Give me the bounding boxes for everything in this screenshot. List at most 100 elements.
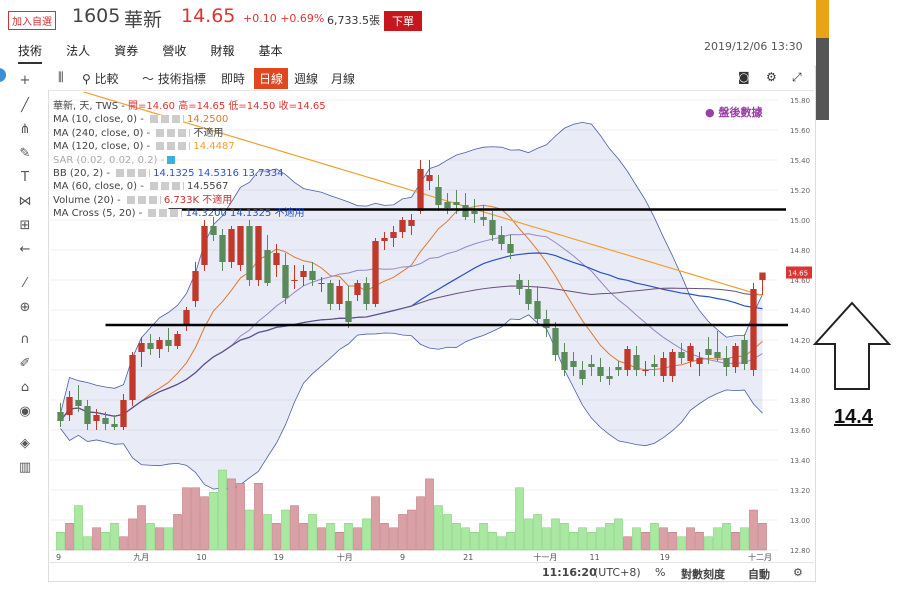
compare-icon: ⚲ — [82, 72, 91, 86]
panel-toggle-icon[interactable] — [0, 68, 6, 82]
y-tick-label: 13.40 — [790, 457, 810, 465]
volume-bar — [299, 523, 308, 551]
tab-institutional[interactable]: 法人 — [66, 44, 91, 58]
legend-controls-icon[interactable] — [126, 195, 161, 204]
trash-icon[interactable]: ▥ — [18, 460, 32, 475]
pattern-icon[interactable]: ⋈ — [18, 194, 32, 209]
x-tick-label: 9 — [400, 553, 405, 562]
quote-datetime: 2019/12/06 13:30 — [704, 40, 803, 53]
candle-body — [264, 250, 271, 283]
add-watchlist-button[interactable]: 加入自選 — [8, 11, 56, 30]
visibility-icon[interactable] — [167, 155, 176, 164]
volume-bar — [560, 523, 569, 551]
tab-bar: 技術 法人 資券 營收 財報 基本 — [18, 40, 302, 64]
volume-bar — [326, 523, 335, 551]
tab-basic[interactable]: 基本 — [258, 44, 283, 58]
legend-controls-icon[interactable] — [149, 182, 184, 191]
volume-bar — [443, 514, 452, 551]
volume-bar — [731, 532, 740, 551]
candle-body — [714, 352, 721, 358]
legend-value: 14.4487 — [193, 141, 235, 153]
tab-margin[interactable]: 資券 — [114, 44, 139, 58]
measure-icon[interactable]: ⊞ — [19, 218, 31, 233]
after-hours-label: ● 盤後數據 — [705, 104, 762, 120]
trendline-icon[interactable]: ╱ — [21, 98, 29, 113]
gear-icon[interactable]: ⚙ — [766, 70, 777, 84]
x-tick-label: 11 — [590, 553, 600, 562]
legend-value: 14.1325 14.5316 13.7334 — [153, 167, 284, 179]
legend-controls-icon[interactable] — [148, 209, 183, 218]
indicators-button[interactable]: 〜 技術指標 — [142, 70, 206, 87]
tab-technical[interactable]: 技術 — [18, 42, 43, 64]
layers-icon[interactable]: ◈ — [20, 436, 30, 451]
period-monthly[interactable]: 月線 — [331, 72, 356, 86]
volume-bar — [677, 536, 686, 551]
legend-ma120: MA (120, close, 0) - 14.4487 — [53, 141, 235, 153]
fullscreen-icon[interactable]: ⤢ — [792, 70, 802, 84]
candle-type-icon[interactable]: ⫼ — [58, 70, 64, 84]
volume-bar — [542, 527, 551, 551]
legend-value: 不適用 — [193, 127, 224, 139]
candle-body — [687, 346, 694, 361]
fork-icon[interactable]: ⋔ — [19, 122, 31, 137]
candle-body — [93, 415, 100, 421]
bollinger-lower — [60, 314, 763, 490]
y-tick-label: 15.80 — [790, 97, 810, 105]
candle-body — [345, 301, 352, 322]
candle-body — [624, 349, 631, 370]
candle-body — [111, 424, 118, 427]
percent-toggle[interactable]: % — [655, 566, 666, 579]
period-weekly[interactable]: 週線 — [294, 72, 319, 86]
unlock-icon[interactable]: ⌂ — [20, 380, 30, 395]
period-intraday[interactable]: 即時 — [221, 72, 246, 86]
candle-body — [291, 280, 298, 281]
candlestick-chart[interactable]: 15.80 15.60 15.40 15.20 15.00 14.80 14.60 14.40… — [48, 92, 814, 562]
after-hours-text: 盤後數據 — [718, 106, 763, 119]
volume-bar — [704, 536, 713, 551]
volume-bar — [749, 509, 758, 551]
candle-body — [309, 271, 316, 280]
zoom-icon[interactable]: ⊕ — [19, 300, 31, 315]
bollinger-upper — [60, 121, 763, 414]
candle-body — [183, 310, 190, 325]
magnet-icon[interactable]: ∩ — [20, 332, 30, 347]
volume-bar — [659, 527, 668, 551]
eye-icon[interactable]: ◉ — [19, 404, 31, 419]
pen-lock-icon[interactable]: ✐ — [19, 356, 31, 371]
legend-ohlc: 華新, 天, TWS - 開=14.60 高=14.65 低=14.50 收=1… — [53, 101, 326, 112]
camera-icon[interactable]: ◙ — [738, 70, 750, 84]
volume-bar — [479, 523, 488, 551]
legend-ma10: MA (10, close, 0) - 14.2500 — [53, 114, 229, 126]
settings-icon[interactable]: ⚙ — [793, 566, 803, 579]
volume-bar — [416, 496, 425, 551]
legend-label: MA (60, close, 0) — [53, 181, 138, 193]
candle-body — [750, 289, 757, 370]
order-button[interactable]: 下單 — [384, 11, 422, 31]
tab-revenue[interactable]: 營收 — [162, 44, 187, 58]
x-tick-label: 19 — [660, 553, 670, 562]
legend-controls-icon[interactable] — [116, 168, 151, 177]
volume-bar — [290, 505, 299, 551]
period-daily[interactable]: 日線 — [254, 68, 289, 89]
legend-controls-icon[interactable] — [156, 128, 191, 137]
log-scale-toggle[interactable]: 對數刻度 — [681, 568, 725, 581]
brush-icon[interactable]: ✎ — [19, 146, 31, 161]
tab-financials[interactable]: 財報 — [210, 44, 235, 58]
compare-button[interactable]: ⚲ 比較 — [82, 70, 119, 87]
side-panel-tabs[interactable] — [816, 0, 829, 120]
candle-body — [102, 418, 109, 424]
legend-label: Volume (20) — [53, 194, 114, 206]
legend-controls-icon[interactable] — [149, 115, 184, 124]
candle-body — [120, 400, 127, 427]
back-arrow-icon[interactable]: ← — [19, 242, 31, 257]
open-account-tab[interactable] — [816, 0, 829, 38]
text-icon[interactable]: T — [21, 170, 29, 185]
ruler-icon[interactable]: ⁄ — [23, 276, 27, 291]
crosshair-icon[interactable]: + — [19, 73, 31, 88]
candle-body — [696, 358, 703, 364]
legend-bb: BB (20, 2) - 14.1325 14.5316 13.7334 — [53, 167, 284, 179]
auto-scale-toggle[interactable]: 自動 — [748, 568, 770, 581]
stock-code: 1605 — [72, 5, 121, 27]
legend-controls-icon[interactable] — [156, 142, 191, 151]
candle-body — [237, 226, 244, 265]
